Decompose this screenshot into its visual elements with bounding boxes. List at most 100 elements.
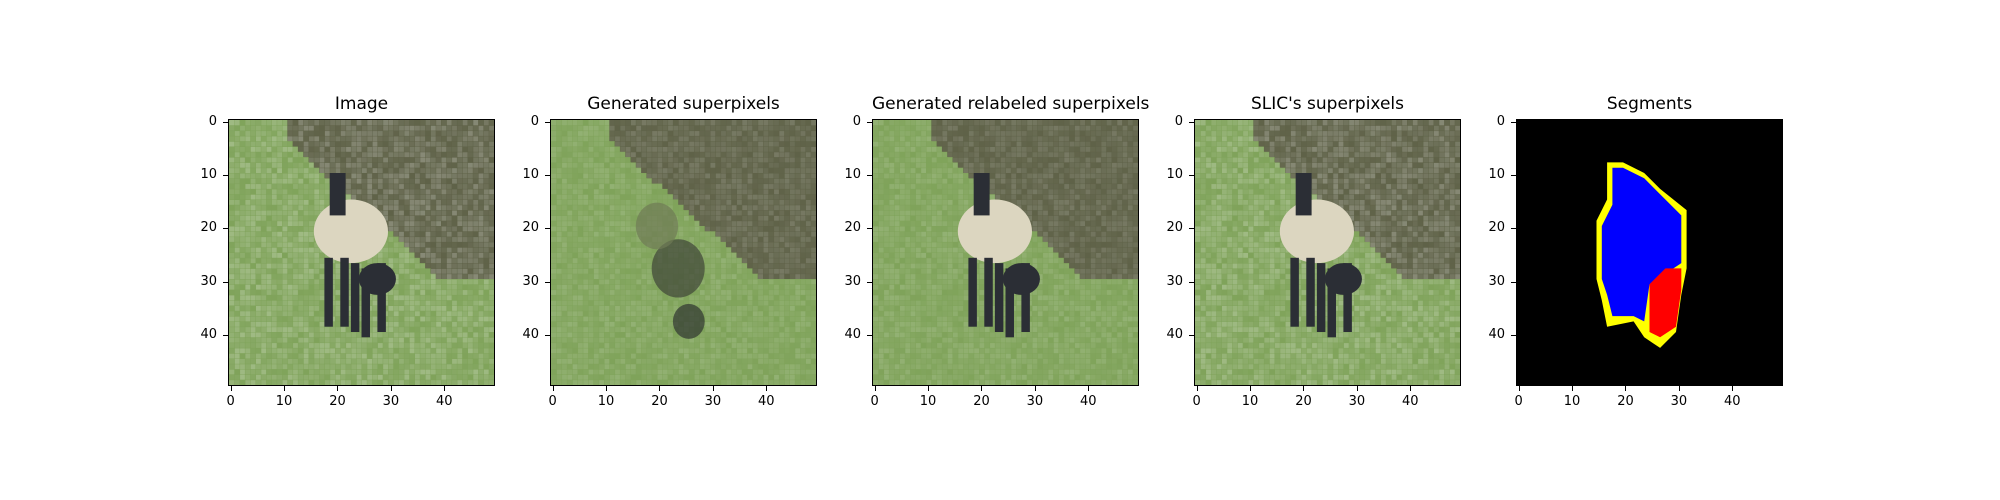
image-pixel bbox=[704, 157, 711, 163]
image-pixel bbox=[598, 379, 605, 385]
image-pixel bbox=[625, 289, 631, 296]
image-pixel bbox=[388, 215, 394, 222]
image-pixel bbox=[741, 204, 748, 211]
image-pixel bbox=[483, 332, 490, 338]
image-pixel bbox=[672, 332, 679, 338]
image-pixel bbox=[446, 231, 453, 238]
image-pixel bbox=[694, 130, 700, 137]
image-pixel bbox=[282, 162, 288, 169]
image-pixel bbox=[625, 151, 631, 158]
image-pixel bbox=[699, 279, 706, 285]
image-pixel bbox=[710, 289, 716, 296]
image-pixel bbox=[372, 321, 378, 328]
image-pixel bbox=[810, 167, 816, 174]
image-pixel bbox=[244, 183, 251, 190]
image-pixel bbox=[657, 289, 663, 296]
image-pixel bbox=[462, 294, 468, 301]
image-pixel bbox=[694, 289, 700, 296]
image-pixel bbox=[598, 305, 605, 312]
image-pixel bbox=[800, 337, 806, 344]
image-pixel bbox=[441, 188, 447, 195]
image-pixel bbox=[614, 268, 621, 275]
image-pixel bbox=[282, 353, 288, 359]
image-pixel bbox=[678, 347, 684, 354]
image-pixel bbox=[566, 342, 573, 349]
image-pixel bbox=[382, 167, 389, 174]
image-pixel bbox=[276, 210, 283, 216]
image-pixel bbox=[688, 236, 695, 243]
image-pixel bbox=[731, 268, 737, 275]
image-pixel bbox=[229, 316, 235, 322]
image-pixel bbox=[292, 151, 299, 158]
image-pixel bbox=[409, 263, 415, 269]
image-pixel bbox=[731, 347, 737, 354]
image-pixel bbox=[609, 316, 616, 322]
image-pixel bbox=[287, 241, 294, 248]
image-pixel bbox=[683, 374, 690, 381]
image-pixel bbox=[456, 220, 463, 227]
image-pixel bbox=[234, 204, 241, 211]
image-pixel bbox=[271, 210, 278, 216]
image-pixel bbox=[483, 379, 490, 385]
image-pixel bbox=[789, 273, 796, 280]
image-pixel bbox=[425, 183, 431, 190]
image-pixel bbox=[715, 236, 722, 243]
image-pixel bbox=[483, 374, 490, 381]
image-pixel bbox=[667, 363, 674, 370]
image-pixel bbox=[398, 125, 405, 132]
image-pixel bbox=[398, 226, 405, 232]
image-pixel bbox=[604, 141, 610, 147]
image-pixel bbox=[630, 241, 637, 248]
image-pixel bbox=[720, 332, 727, 338]
image-pixel bbox=[414, 310, 421, 317]
image-pixel bbox=[260, 369, 267, 375]
image-pixel bbox=[488, 273, 494, 280]
image-pixel bbox=[614, 231, 621, 238]
image-pixel bbox=[593, 257, 600, 264]
image-pixel bbox=[625, 220, 631, 227]
image-pixel bbox=[398, 141, 405, 147]
image-pixel bbox=[725, 310, 732, 317]
image-pixel bbox=[292, 157, 299, 163]
image-pixel bbox=[588, 316, 594, 322]
image-pixel bbox=[435, 173, 442, 179]
image-pixel bbox=[794, 231, 801, 238]
image-pixel bbox=[694, 173, 700, 179]
image-pixel bbox=[794, 141, 801, 147]
image-pixel bbox=[282, 369, 288, 375]
image-pixel bbox=[593, 162, 600, 169]
image-pixel bbox=[398, 300, 405, 306]
image-pixel bbox=[604, 247, 610, 253]
image-pixel bbox=[266, 284, 272, 291]
image-pixel bbox=[313, 305, 320, 312]
image-pixel bbox=[472, 332, 479, 338]
image-pixel bbox=[805, 326, 812, 333]
image-pixel bbox=[451, 263, 458, 269]
image-pixel bbox=[467, 363, 474, 370]
image-pixel bbox=[688, 125, 695, 132]
image-pixel bbox=[319, 120, 325, 126]
image-pixel bbox=[768, 310, 775, 317]
image-pixel bbox=[446, 146, 453, 153]
x-tick-label: 20 bbox=[329, 394, 346, 409]
image-pixel bbox=[430, 363, 437, 370]
image-pixel bbox=[593, 120, 600, 126]
image-pixel bbox=[741, 146, 748, 153]
image-pixel bbox=[609, 353, 616, 359]
image-pixel bbox=[773, 146, 780, 153]
image-pixel bbox=[435, 178, 442, 185]
image-pixel bbox=[641, 167, 647, 174]
image-pixel bbox=[683, 300, 690, 306]
image-pixel bbox=[662, 173, 669, 179]
image-pixel bbox=[678, 125, 684, 132]
image-pixel bbox=[340, 342, 347, 349]
image-pixel bbox=[234, 157, 241, 163]
image-pixel bbox=[276, 369, 283, 375]
image-pixel bbox=[282, 199, 288, 206]
image-pixel bbox=[446, 199, 453, 206]
image-pixel bbox=[598, 130, 605, 137]
image-pixel bbox=[435, 337, 442, 344]
image-pixel bbox=[641, 321, 647, 328]
image-pixel bbox=[255, 157, 262, 163]
image-pixel bbox=[372, 257, 378, 264]
